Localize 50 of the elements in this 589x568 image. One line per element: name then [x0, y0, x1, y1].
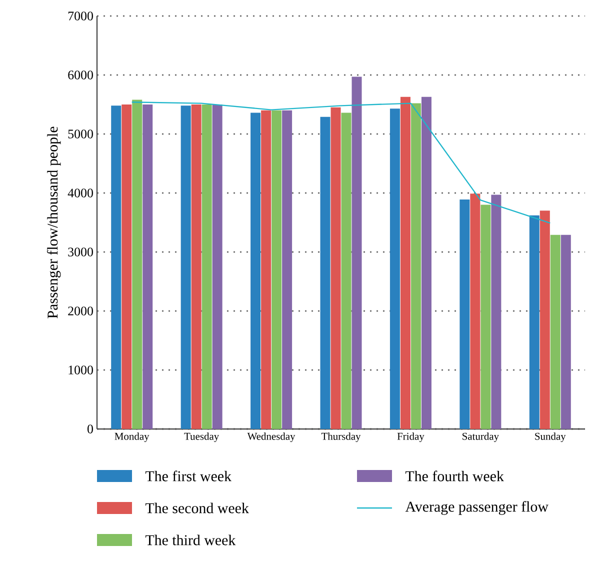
y-tick-label: 7000 [68, 12, 93, 20]
y-tick-label: 1000 [68, 366, 93, 374]
bar [529, 215, 540, 429]
x-tick-label: Tuesday [184, 432, 220, 442]
bar [191, 104, 202, 429]
y-tick-label: 2000 [68, 306, 93, 316]
bar [460, 199, 470, 429]
bar [320, 116, 330, 429]
legend-label: The fourth week [405, 470, 504, 482]
x-tick-label: Sunday [535, 432, 566, 442]
x-tick-label: Monday [114, 432, 150, 442]
bar [261, 110, 272, 429]
bar [122, 104, 132, 429]
bar [282, 110, 292, 429]
bar [560, 234, 571, 429]
legend-label: The third week [145, 534, 236, 546]
bar [132, 100, 142, 429]
bar [491, 194, 502, 429]
bar [341, 112, 352, 429]
y-axis-title: Passenger flow/thousand people [47, 126, 61, 318]
x-tick-label: Wednesday [247, 432, 296, 442]
bar [180, 106, 191, 429]
bar [202, 104, 212, 429]
bar [540, 210, 550, 429]
y-tick-label: 6000 [68, 70, 93, 80]
y-tick-label: 4000 [68, 188, 93, 198]
bar [352, 76, 362, 429]
y-tick-label: 0 [88, 424, 93, 434]
bar [400, 96, 410, 429]
bar [142, 104, 153, 429]
bar [410, 103, 421, 429]
bar [111, 106, 122, 429]
bar [550, 234, 560, 429]
x-tick-label: Friday [397, 432, 424, 442]
bar [330, 107, 341, 429]
line-series [131, 102, 551, 224]
legend-label: The second week [145, 502, 249, 514]
x-tick-label: Saturday [462, 432, 499, 442]
bar [480, 204, 491, 429]
bar [212, 104, 222, 429]
x-tick-label: Thursday [321, 432, 361, 442]
bar [390, 108, 400, 429]
legend-label: Average passenger flow [405, 501, 548, 515]
y-tick-label: 3000 [68, 248, 93, 256]
bar [272, 110, 282, 429]
legend-label: The first week [145, 470, 232, 482]
bar [250, 112, 261, 429]
y-tick-label: 5000 [68, 130, 93, 138]
bar [470, 194, 480, 429]
bar [421, 96, 432, 429]
